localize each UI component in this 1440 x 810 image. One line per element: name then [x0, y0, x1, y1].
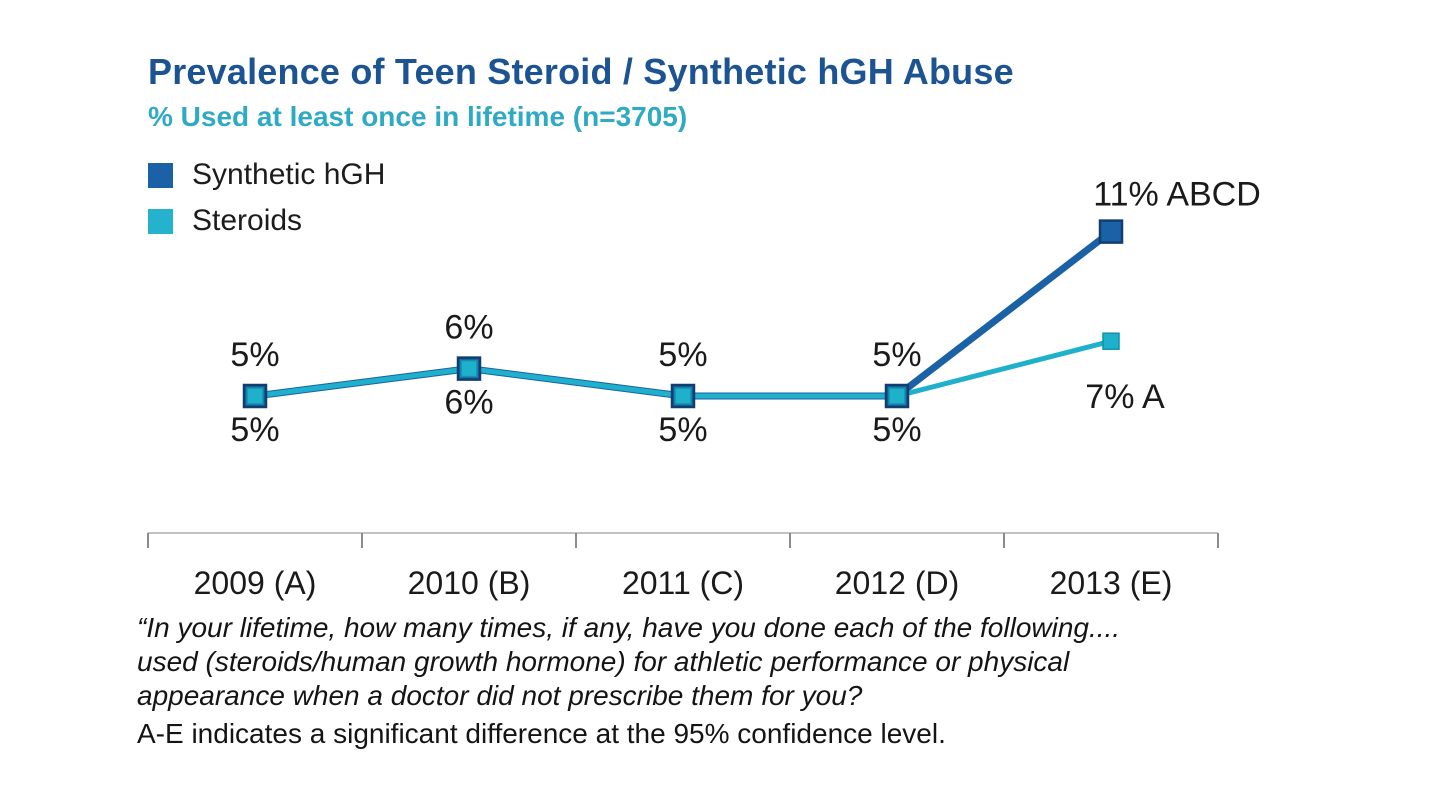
- footnote-quote: “In your lifetime, how many times, if an…: [137, 611, 1120, 713]
- data-label: 5%: [872, 411, 921, 449]
- data-label: 7% A: [1085, 378, 1165, 416]
- data-point-marker-synthetic-hgh: [1098, 219, 1124, 244]
- page-subtitle: % Used at least once in lifetime (n=3705…: [148, 101, 688, 132]
- x-axis-label: 2010 (B): [408, 565, 531, 601]
- legend-label: Steroids: [192, 204, 303, 237]
- data-point-marker-steroids: [246, 387, 264, 405]
- footnote-note: A-E indicates a significant difference a…: [137, 718, 946, 749]
- data-label: 11% ABCD: [1093, 176, 1261, 214]
- footnote-quote-line: “In your lifetime, how many times, if an…: [137, 612, 1121, 643]
- footnote-quote-line: appearance when a doctor did not prescri…: [137, 680, 863, 711]
- data-label: 6%: [444, 309, 493, 347]
- footnote: “In your lifetime, how many times, if an…: [137, 611, 1120, 751]
- data-label: 5%: [230, 411, 279, 449]
- footnote-quote-line: used (steroids/human growth hormone) for…: [137, 646, 1070, 677]
- page-title: Prevalence of Teen Steroid / Synthetic h…: [148, 51, 1014, 92]
- data-point-marker-steroids: [888, 387, 906, 405]
- x-axis-label: 2011 (C): [622, 565, 744, 601]
- x-axis-label: 2012 (D): [835, 565, 960, 601]
- data-point-marker-steroids: [1102, 332, 1120, 350]
- data-label: 6%: [444, 384, 493, 422]
- data-label: 5%: [872, 336, 921, 374]
- legend: Synthetic hGH Steroids: [148, 158, 385, 250]
- data-label: 5%: [658, 336, 707, 374]
- data-point-marker-steroids: [674, 387, 692, 405]
- data-label: 5%: [658, 411, 707, 449]
- data-point-marker-steroids: [460, 359, 478, 378]
- legend-swatch-synthetic-hgh: [148, 162, 173, 188]
- legend-swatch-steroids: [148, 208, 173, 234]
- x-axis-label: 2013 (E): [1050, 565, 1173, 601]
- legend-item-synthetic-hgh: Synthetic hGH: [148, 158, 385, 192]
- x-axis-label: 2009 (A): [194, 565, 317, 601]
- legend-item-steroids: Steroids: [148, 204, 385, 238]
- legend-label: Synthetic hGH: [192, 158, 386, 191]
- data-label: 5%: [230, 336, 279, 374]
